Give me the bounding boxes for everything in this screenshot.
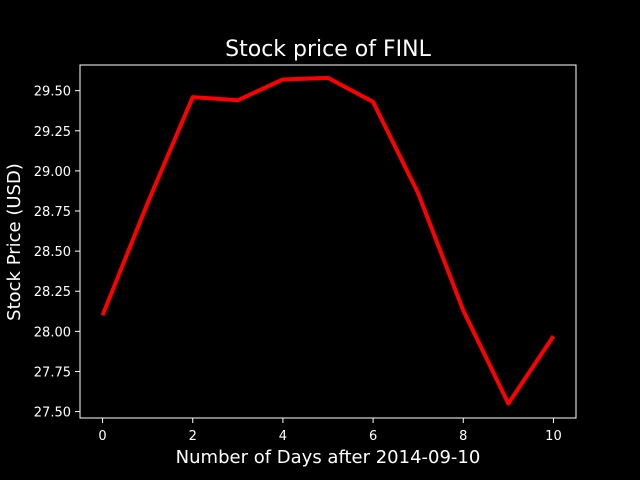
y-tick-label: 28.00 [34, 325, 71, 340]
y-axis-label: Stock Price (USD) [4, 163, 25, 321]
y-axis-ticks: 27.50 27.75 28.00 28.25 28.50 28.75 29.00 29.25… [34, 85, 80, 421]
x-tick-label: 4 [279, 429, 287, 444]
series-line [100, 75, 556, 406]
x-axis-ticks: 0 2 4 6 8 10 [98, 418, 562, 444]
plot-area [79, 64, 577, 419]
y-tick-label: 28.25 [34, 285, 71, 300]
y-tick-label: 27.50 [34, 406, 71, 421]
chart-title: Stock price of FINL [225, 37, 431, 62]
y-tick-label: 27.75 [34, 365, 71, 380]
x-tick-label: 8 [459, 429, 467, 444]
y-tick-label: 28.75 [34, 205, 71, 220]
x-tick-label: 2 [189, 429, 197, 444]
x-tick-label: 0 [98, 429, 106, 444]
y-tick-label: 29.25 [34, 125, 71, 140]
x-axis-label: Number of Days after 2014-09-10 [176, 447, 481, 468]
series-layer [100, 75, 556, 406]
y-tick-label: 28.50 [34, 245, 71, 260]
y-tick-label: 29.00 [34, 165, 71, 180]
x-tick-label: 10 [545, 429, 562, 444]
y-tick-label: 29.50 [34, 85, 71, 100]
x-tick-label: 6 [369, 429, 377, 444]
